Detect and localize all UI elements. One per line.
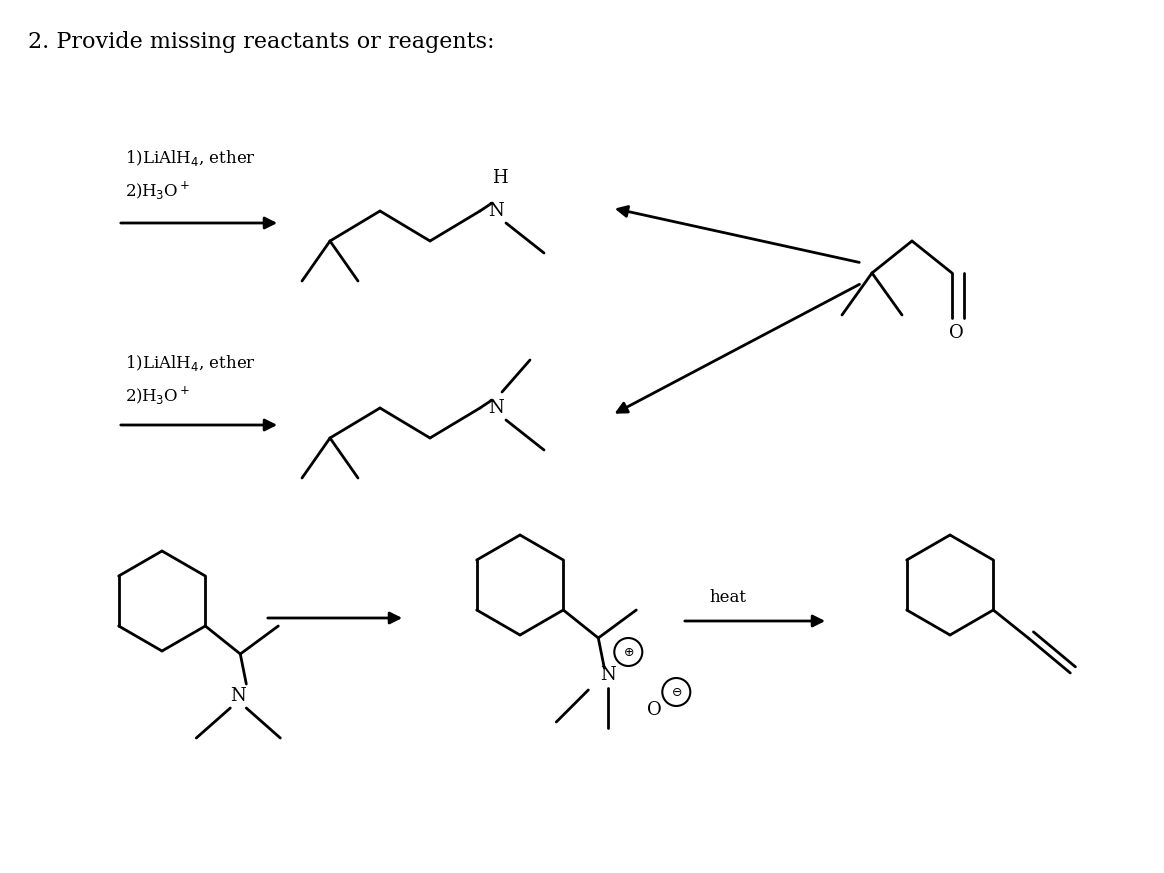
Text: $\ominus$: $\ominus$ (670, 685, 682, 698)
Text: N: N (230, 687, 246, 705)
Text: N: N (488, 202, 504, 220)
Text: O: O (949, 324, 964, 342)
Text: 2)H$_3$O$^+$: 2)H$_3$O$^+$ (125, 180, 191, 203)
Text: N: N (601, 666, 616, 684)
Text: O: O (647, 701, 661, 719)
Text: heat: heat (710, 589, 746, 607)
Text: $\oplus$: $\oplus$ (623, 645, 634, 658)
Text: 2. Provide missing reactants or reagents:: 2. Provide missing reactants or reagents… (28, 31, 495, 53)
Text: 2)H$_3$O$^+$: 2)H$_3$O$^+$ (125, 385, 191, 407)
Text: 1)LiAlH$_4$, ether: 1)LiAlH$_4$, ether (125, 353, 256, 373)
Text: N: N (488, 399, 504, 417)
Text: 1)LiAlH$_4$, ether: 1)LiAlH$_4$, ether (125, 148, 256, 168)
Text: H: H (492, 169, 508, 187)
